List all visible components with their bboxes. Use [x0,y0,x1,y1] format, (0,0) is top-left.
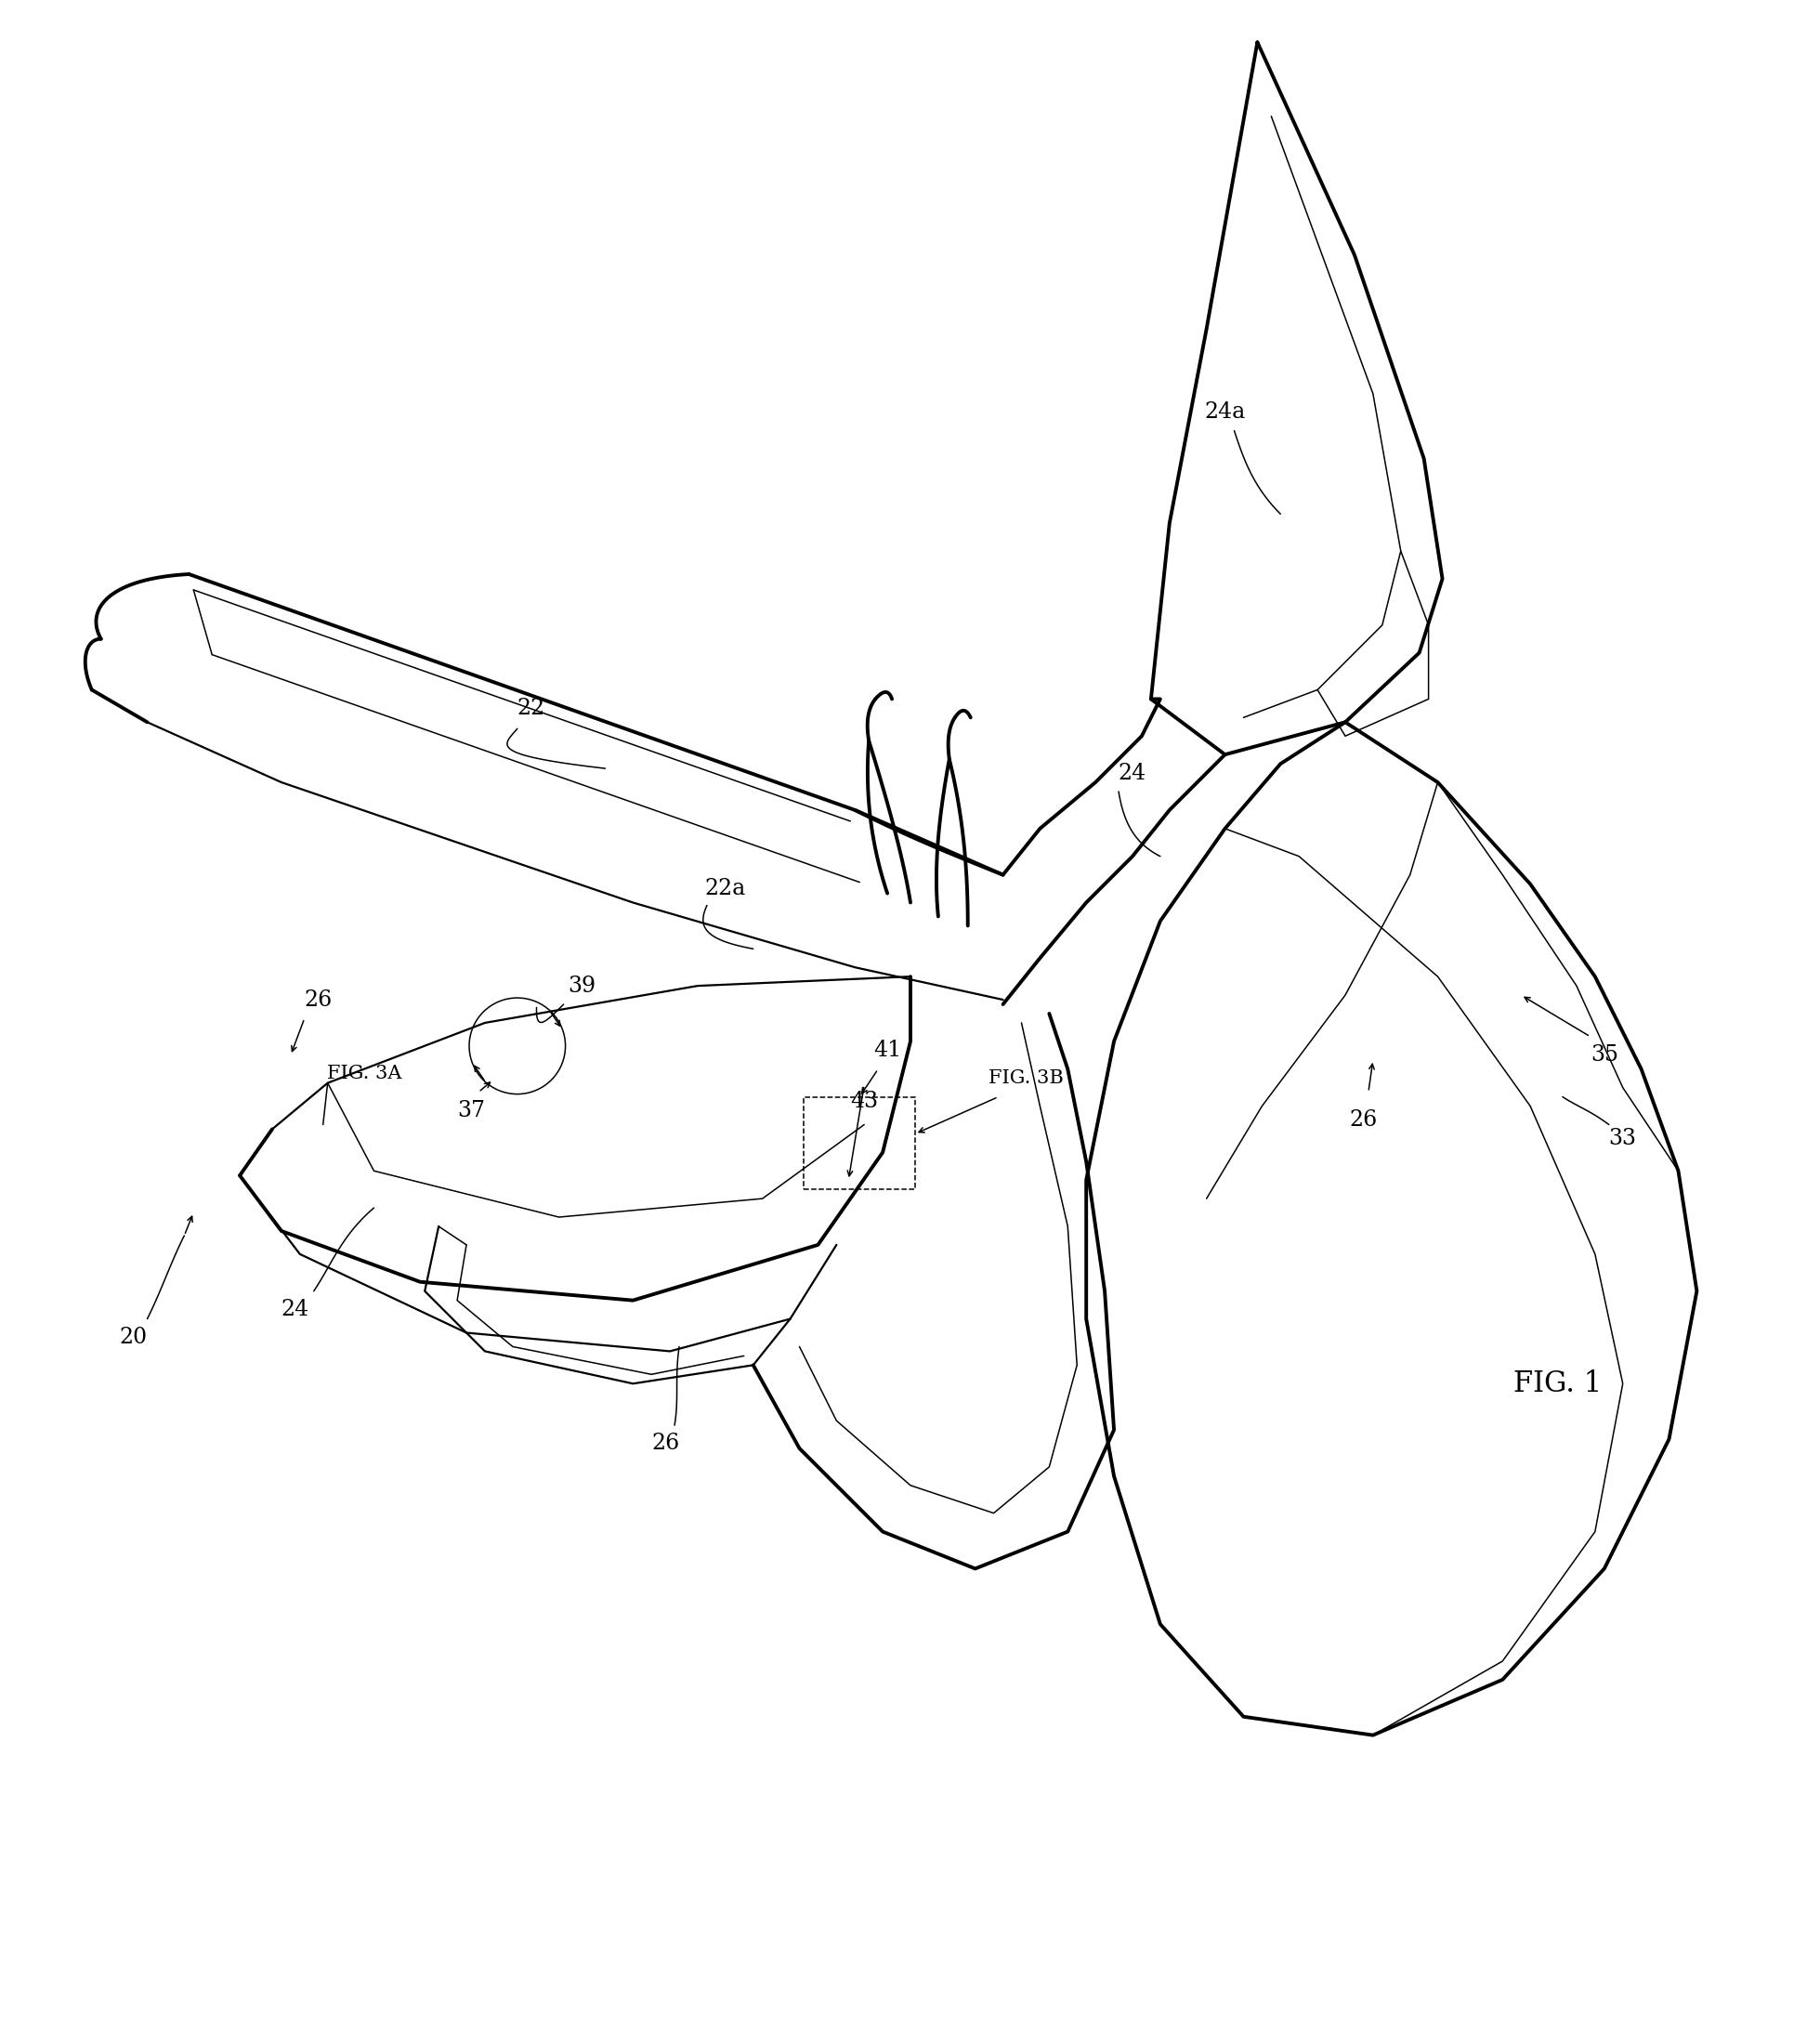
Text: 41: 41 [874,1041,901,1061]
Text: FIG. 3B: FIG. 3B [988,1069,1063,1087]
Text: 22a: 22a [704,877,746,900]
Text: 26: 26 [1350,1109,1378,1132]
Text: 26: 26 [304,988,333,1011]
Text: FIG. 1: FIG. 1 [1514,1370,1602,1398]
Text: FIG. 3A: FIG. 3A [328,1065,402,1083]
Text: 37: 37 [457,1099,484,1121]
Text: 24a: 24a [1205,401,1245,424]
Text: 33: 33 [1609,1128,1636,1150]
Text: 24: 24 [282,1299,309,1321]
Bar [804,1097,915,1190]
Text: 20: 20 [120,1327,147,1347]
Text: 26: 26 [652,1434,679,1454]
Text: 35: 35 [1591,1045,1618,1065]
Text: 24: 24 [1119,762,1147,785]
Text: 22: 22 [517,698,546,718]
Text: 39: 39 [568,974,595,996]
Text: 43: 43 [850,1091,879,1111]
